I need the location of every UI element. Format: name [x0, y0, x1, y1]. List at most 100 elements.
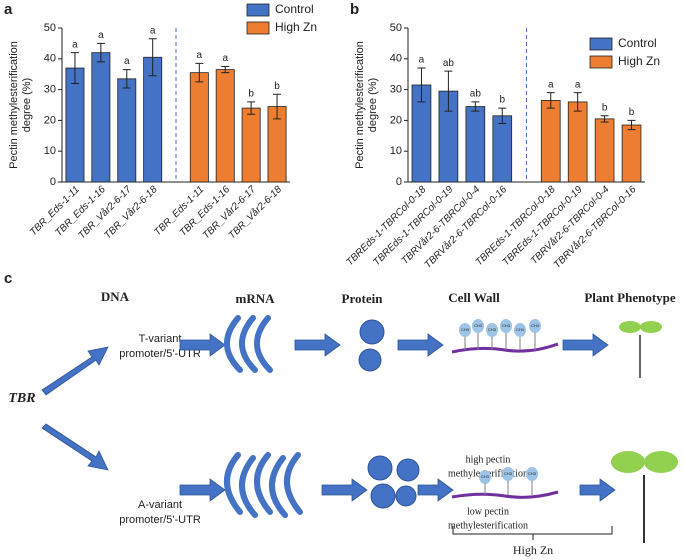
- y-axis-label: Pectin methylesterification: [354, 41, 366, 169]
- heading: mRNA: [236, 291, 276, 306]
- mrna: [224, 315, 303, 518]
- arrow: [179, 333, 226, 357]
- cell-wall-label: low pectin: [467, 506, 509, 517]
- legend-swatch: [246, 3, 270, 17]
- panel-label: c: [4, 270, 12, 287]
- arrow: [562, 333, 609, 357]
- legend-label: Control: [275, 2, 314, 16]
- bar: [189, 72, 209, 183]
- plant: [611, 321, 678, 543]
- y-tick-label: 10: [44, 145, 56, 157]
- y-axis-label: degree (%): [21, 78, 33, 132]
- error-bar: [195, 62, 204, 83]
- error-bar: [417, 67, 426, 103]
- y-tick-label: 20: [390, 114, 402, 126]
- y-tick-label: 30: [390, 84, 402, 96]
- error-bar: [600, 115, 609, 123]
- significance-label: ab: [470, 89, 482, 100]
- methyl-group: [479, 470, 491, 484]
- bar: [621, 124, 642, 183]
- cell-wall-label: methylesterification: [448, 520, 528, 531]
- methyl-label: CH3: [531, 323, 540, 328]
- significance-label: b: [629, 107, 635, 118]
- error-bar: [122, 69, 131, 89]
- arrow: [579, 478, 616, 502]
- error-bar: [70, 52, 79, 84]
- significance-label: b: [274, 81, 280, 92]
- significance-label: a: [98, 30, 104, 41]
- methyl-group: [472, 319, 484, 333]
- cell-wall: [451, 342, 559, 354]
- legend-swatch: [246, 21, 270, 35]
- significance-label: a: [197, 50, 203, 61]
- methyl-group: [500, 319, 512, 333]
- arrow: [41, 423, 109, 471]
- variant-label: promoter/5'-UTR: [119, 348, 201, 360]
- y-tick-label: 40: [390, 53, 402, 65]
- diagram: c DNA mRNA Protein Cell Wall Plant Pheno…: [4, 270, 678, 557]
- panel-label: a: [4, 1, 13, 18]
- error-bar: [471, 101, 480, 112]
- significance-label: b: [602, 102, 608, 113]
- error-bar: [148, 38, 157, 77]
- panel-label: b: [350, 1, 359, 18]
- methyl-label: CH3: [502, 323, 511, 328]
- significance-label: a: [222, 53, 228, 64]
- y-tick-label: 50: [390, 22, 402, 34]
- significance-label: a: [150, 25, 156, 36]
- legend-label: Control: [618, 36, 657, 50]
- significance-label: a: [575, 79, 581, 90]
- legend-label: High Zn: [618, 54, 660, 68]
- y-tick-label: 40: [44, 53, 56, 65]
- arrow: [397, 333, 444, 357]
- methyl-label: CH3: [488, 327, 497, 332]
- y-axis-label: degree (%): [367, 78, 379, 132]
- heading: Cell Wall: [448, 290, 500, 305]
- y-axis-label: Pectin methylesterification: [8, 41, 20, 169]
- y-tick-label: 0: [396, 176, 402, 188]
- error-bar: [96, 42, 105, 63]
- error-bar: [627, 119, 636, 131]
- heading: DNA: [101, 289, 130, 304]
- bar: [567, 101, 588, 183]
- methyl-group: [486, 323, 498, 337]
- significance-label: b: [248, 89, 254, 100]
- methyl-group: [529, 319, 541, 333]
- methyl-group: [502, 467, 514, 481]
- error-bar: [573, 92, 582, 112]
- methyl-label: CH3: [528, 471, 537, 476]
- methyl-group: [459, 323, 471, 337]
- methyl-label: CH3: [481, 474, 490, 479]
- significance-label: ab: [443, 58, 455, 69]
- bar: [91, 52, 111, 183]
- significance-label: a: [548, 79, 554, 90]
- legend-swatch: [589, 55, 613, 69]
- variant-label: promoter/5'-UTR: [119, 514, 201, 526]
- y-tick-label: 0: [50, 176, 56, 188]
- cell-wall-label: high pectin: [466, 454, 511, 465]
- bar: [65, 67, 85, 183]
- bar: [492, 115, 513, 183]
- bar: [117, 78, 137, 183]
- bar: [465, 106, 486, 183]
- condition: High Zn: [513, 543, 553, 557]
- significance-label: a: [419, 55, 425, 66]
- methyl-label: CH3: [504, 471, 513, 476]
- error-bar: [221, 66, 230, 74]
- significance-label: a: [124, 56, 130, 67]
- error-bar: [546, 92, 555, 109]
- error-bar: [247, 101, 256, 115]
- y-tick-label: 50: [44, 22, 56, 34]
- cell-wall: [451, 490, 559, 499]
- significance-label: a: [72, 39, 78, 50]
- bracket: [452, 526, 613, 540]
- methyl-label: CH3: [516, 327, 525, 332]
- bar: [540, 99, 561, 183]
- bar: [215, 69, 235, 183]
- arrow: [321, 478, 368, 502]
- bar: [241, 107, 261, 183]
- error-bar: [273, 93, 282, 120]
- protein: [358, 319, 420, 509]
- arrow: [417, 478, 454, 502]
- error-bar: [444, 70, 453, 112]
